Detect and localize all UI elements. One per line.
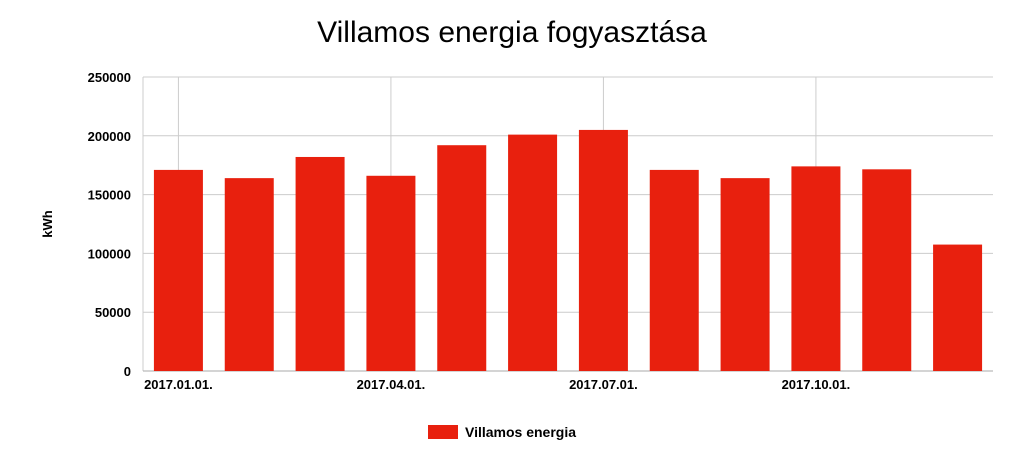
- y-axis: 0 50000 100000 150000 200000 250000: [88, 70, 131, 379]
- legend: Villamos energia: [428, 424, 576, 440]
- bar-2017-05: [437, 145, 487, 371]
- y-tick-label: 100000: [88, 246, 131, 261]
- bar-2017-09: [720, 178, 770, 371]
- y-tick-label: 200000: [88, 129, 131, 144]
- bar-2017-01: [153, 169, 203, 371]
- bar-2017-03: [295, 156, 345, 371]
- chart-title: Villamos energia fogyasztása: [317, 16, 707, 49]
- x-tick-label: 2017.07.01.: [569, 377, 638, 392]
- bar-2017-07: [578, 129, 628, 371]
- x-tick-label: 2017.01.01.: [144, 377, 213, 392]
- legend-swatch: [428, 425, 458, 439]
- bar-2017-04: [366, 175, 416, 371]
- legend-label: Villamos energia: [465, 424, 576, 440]
- y-tick-label: 0: [124, 364, 131, 379]
- bars: [153, 129, 983, 371]
- y-axis-title: kWh: [40, 210, 55, 238]
- grid: [142, 76, 993, 372]
- bar-2017-11: [862, 169, 912, 371]
- y-tick-label: 150000: [88, 188, 131, 203]
- bar-2017-08: [649, 169, 699, 371]
- y-tick-label: 250000: [88, 70, 131, 85]
- y-tick-label: 50000: [95, 305, 131, 320]
- bar-2017-02: [224, 178, 274, 371]
- bar-2017-10: [791, 166, 841, 371]
- bar-2017-12: [933, 244, 983, 371]
- x-axis: 2017.01.01. 2017.04.01. 2017.07.01. 2017.10…: [144, 377, 850, 392]
- x-tick-label: 2017.10.01.: [782, 377, 851, 392]
- bar-2017-06: [508, 134, 558, 371]
- x-tick-label: 2017.04.01.: [357, 377, 426, 392]
